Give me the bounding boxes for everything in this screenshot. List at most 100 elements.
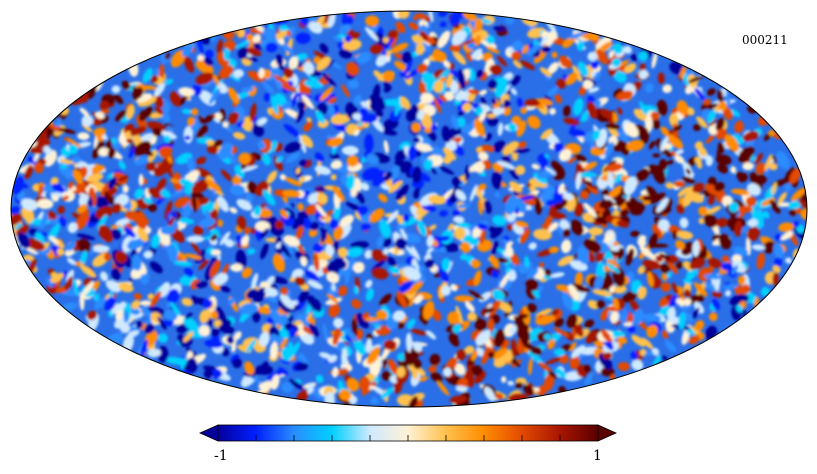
- map-texture-blob: [789, 167, 802, 184]
- map-texture-blob: [315, 110, 325, 124]
- map-texture-blob: [72, 277, 79, 297]
- map-texture-blob: [167, 288, 180, 304]
- map-texture-blob: [93, 293, 100, 302]
- map-texture-blob: [376, 235, 384, 248]
- map-texture-blob: [703, 214, 718, 228]
- map-texture-blob: [281, 84, 297, 92]
- map-texture-blob: [617, 361, 630, 372]
- map-texture-blob: [703, 274, 723, 280]
- map-texture-blob: [513, 41, 524, 51]
- map-texture-blob: [204, 339, 223, 349]
- map-texture-blob: [67, 257, 76, 265]
- map-texture-blob: [474, 107, 484, 116]
- map-texture-blob: [599, 108, 614, 120]
- map-texture-blob: [433, 80, 444, 93]
- map-texture-blob: [499, 273, 510, 288]
- map-texture-blob: [734, 220, 743, 237]
- map-texture-blob: [602, 232, 614, 245]
- map-texture-blob: [728, 202, 739, 213]
- map-texture-blob: [476, 346, 484, 357]
- map-texture-blob: [64, 248, 74, 257]
- map-texture-blob: [643, 313, 662, 323]
- map-texture-blob: [642, 195, 653, 201]
- map-texture-blob: [164, 78, 174, 85]
- map-texture-blob: [154, 106, 164, 115]
- map-texture-blob: [299, 134, 307, 154]
- map-texture-blob: [104, 297, 116, 311]
- map-texture-blob: [455, 189, 467, 202]
- map-texture-blob: [624, 122, 639, 138]
- colorbar-left-arrow: [199, 424, 219, 442]
- map-texture-blob: [332, 327, 341, 346]
- map-texture-blob: [681, 176, 696, 184]
- map-texture-blob: [164, 309, 178, 321]
- map-texture-blob: [266, 317, 274, 325]
- map-texture-blob: [320, 229, 327, 244]
- map-texture-blob: [481, 346, 492, 365]
- map-texture-blob: [436, 380, 450, 396]
- map-texture-blob: [294, 276, 306, 286]
- map-texture-blob: [460, 124, 472, 133]
- map-texture-blob: [736, 171, 745, 180]
- map-texture-blob: [664, 340, 677, 353]
- map-texture-blob: [462, 102, 472, 112]
- map-texture-blob: [507, 223, 514, 231]
- map-texture-blob: [737, 205, 753, 213]
- map-texture-blob: [79, 107, 90, 117]
- map-texture-blob: [152, 127, 162, 137]
- map-texture-blob: [353, 338, 366, 356]
- map-texture-blob: [533, 387, 540, 392]
- map-texture-blob: [384, 99, 394, 106]
- map-texture-blob: [539, 262, 545, 268]
- map-texture-blob: [722, 284, 738, 289]
- map-texture-blob: [693, 123, 701, 132]
- map-texture-blob: [316, 192, 328, 205]
- map-texture-blob: [184, 267, 194, 278]
- map-texture-blob: [270, 227, 281, 237]
- map-texture-blob: [467, 92, 476, 102]
- map-texture-blob: [492, 347, 508, 360]
- map-texture-blob: [471, 48, 483, 60]
- map-texture-blob: [437, 165, 455, 175]
- map-texture-blob: [281, 381, 294, 393]
- map-texture-blob: [161, 113, 171, 123]
- map-texture-blob: [279, 293, 295, 309]
- map-texture-blob: [503, 99, 511, 109]
- map-texture-blob: [422, 104, 436, 117]
- map-texture-blob: [403, 266, 421, 281]
- map-texture-blob: [774, 257, 782, 268]
- map-texture-blob: [411, 34, 424, 44]
- map-texture-blob: [541, 45, 551, 54]
- map-texture-blob: [68, 144, 79, 155]
- map-texture-blob: [263, 92, 271, 102]
- map-texture-blob: [692, 182, 705, 194]
- map-texture-blob: [769, 163, 778, 171]
- map-texture-blob: [439, 21, 447, 28]
- map-texture-blob: [561, 291, 573, 310]
- map-texture-blob: [170, 302, 181, 316]
- map-texture-blob: [332, 366, 339, 378]
- map-texture-blob: [624, 176, 638, 195]
- map-texture-blob: [196, 156, 207, 165]
- map-texture-blob: [679, 66, 687, 79]
- map-texture-blob: [675, 261, 684, 269]
- map-texture-blob: [491, 270, 500, 278]
- map-texture-blob: [310, 221, 319, 231]
- map-texture-blob: [325, 101, 336, 118]
- map-texture-blob: [630, 351, 638, 361]
- map-texture-blob: [139, 85, 158, 90]
- map-texture-blob: [346, 377, 359, 392]
- map-texture-blob: [704, 183, 721, 196]
- map-texture-blob: [524, 98, 541, 107]
- map-texture-blob: [198, 325, 211, 337]
- map-texture-blob: [117, 301, 126, 311]
- map-texture-blob: [683, 260, 693, 271]
- map-texture-blob: [258, 67, 265, 79]
- map-texture-blob: [93, 127, 106, 137]
- map-texture-blob: [272, 253, 286, 273]
- map-texture-blob: [107, 176, 117, 189]
- map-texture-blob: [417, 220, 427, 237]
- map-texture-blob: [562, 105, 571, 117]
- map-texture-blob: [128, 146, 136, 158]
- map-texture-blob: [519, 228, 530, 244]
